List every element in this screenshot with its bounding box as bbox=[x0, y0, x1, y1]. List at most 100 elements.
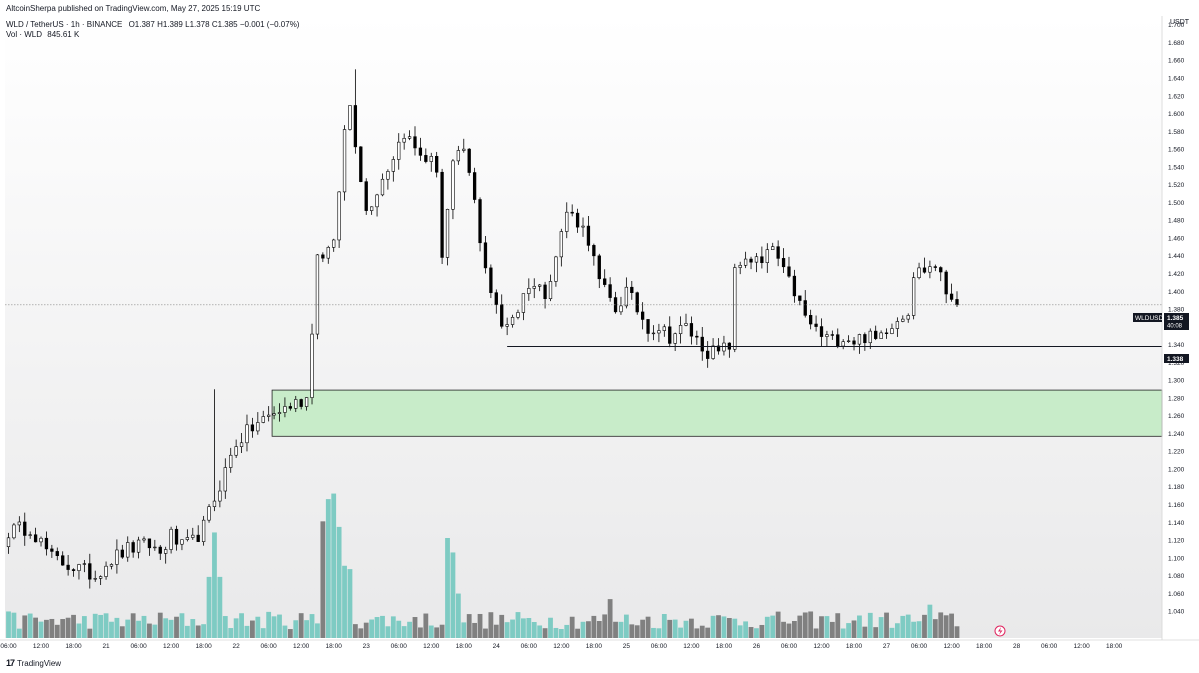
symbol-tag-bg bbox=[1133, 313, 1162, 322]
volume-bar bbox=[786, 623, 792, 638]
candle-body bbox=[890, 328, 894, 334]
candle-body bbox=[44, 537, 49, 550]
time-tick-label: 12:00 bbox=[423, 643, 440, 650]
volume-legend: Vol · WLD 845.61 K bbox=[6, 30, 79, 39]
volume-bar bbox=[309, 614, 315, 638]
volume-bar bbox=[586, 621, 591, 638]
candle-body bbox=[884, 332, 889, 334]
time-tick-label: 12:00 bbox=[1074, 643, 1091, 650]
volume-bar bbox=[27, 613, 33, 638]
volume-bar bbox=[716, 615, 721, 638]
volume-bar bbox=[683, 620, 689, 638]
price-tick-label: 1.300 bbox=[1168, 378, 1185, 385]
candle-body bbox=[180, 539, 184, 545]
volume-bar bbox=[645, 616, 651, 638]
price-tick-label: 1.160 bbox=[1168, 502, 1185, 509]
volume-bar bbox=[808, 611, 814, 638]
volume-bar bbox=[737, 625, 743, 638]
candle-body bbox=[673, 333, 677, 344]
candle-body bbox=[586, 225, 591, 246]
candle-body bbox=[207, 506, 211, 521]
price-tick-label: 1.680 bbox=[1168, 40, 1185, 47]
volume-bar bbox=[732, 618, 738, 638]
price-tick-label: 1.540 bbox=[1168, 164, 1185, 171]
volume-bar bbox=[499, 614, 505, 638]
time-tick-label: 12:00 bbox=[683, 643, 700, 650]
candle-body bbox=[809, 315, 813, 325]
candle-body bbox=[554, 256, 558, 282]
time-tick-label: 06:00 bbox=[911, 643, 928, 650]
time-tick-label: 18:00 bbox=[846, 643, 863, 650]
candle-body bbox=[33, 534, 38, 543]
volume-bar bbox=[163, 618, 169, 638]
time-tick-label: 18:00 bbox=[586, 643, 603, 650]
volume-bar bbox=[461, 622, 467, 638]
price-tick-label: 1.580 bbox=[1168, 129, 1185, 136]
volume-bar bbox=[884, 612, 889, 638]
support-level-tag-bg bbox=[1164, 354, 1189, 363]
candle-body bbox=[299, 399, 303, 407]
volume-bar bbox=[835, 613, 841, 638]
price-tick-label: 1.240 bbox=[1168, 431, 1185, 438]
volume-bar bbox=[428, 625, 434, 638]
volume-bar bbox=[434, 627, 440, 638]
candle-body bbox=[781, 258, 786, 268]
high-value: 1.389 bbox=[162, 20, 183, 29]
volume-bar bbox=[797, 615, 803, 638]
volume-bar bbox=[743, 621, 749, 638]
candle-body bbox=[212, 500, 217, 507]
candle-body bbox=[478, 199, 482, 244]
candle-body bbox=[115, 549, 119, 565]
time-tick-label: 28 bbox=[1013, 643, 1021, 650]
volume-bar bbox=[271, 616, 277, 638]
symbol-title: WLD / TetherUS · 1h · BINANCE bbox=[6, 20, 123, 29]
price-tick-label: 1.180 bbox=[1168, 484, 1185, 491]
candle-body bbox=[402, 137, 406, 143]
candle-body bbox=[597, 255, 601, 280]
volume-bar bbox=[569, 616, 575, 638]
price-tick-label: 1.440 bbox=[1168, 253, 1185, 260]
volume-bar bbox=[369, 619, 375, 638]
volume-bar bbox=[347, 569, 353, 638]
candle-body bbox=[933, 266, 937, 268]
candle-body bbox=[120, 549, 124, 558]
volume-bar bbox=[705, 627, 711, 638]
volume-bar bbox=[678, 627, 683, 638]
volume-bar bbox=[466, 614, 472, 638]
time-tick-label: 23 bbox=[363, 643, 371, 650]
candle-body bbox=[185, 537, 190, 540]
price-tick-label: 1.400 bbox=[1168, 289, 1185, 296]
low-label: L bbox=[185, 20, 190, 29]
volume-bar bbox=[390, 616, 396, 638]
volume-bar bbox=[634, 625, 640, 638]
volume-bar bbox=[374, 617, 380, 638]
candle-body bbox=[863, 334, 867, 344]
time-tick-label: 06:00 bbox=[130, 643, 147, 650]
volume-bar bbox=[721, 616, 727, 638]
volume-bar bbox=[450, 552, 456, 638]
candle-body bbox=[234, 446, 238, 456]
candle-body bbox=[874, 330, 878, 339]
time-tick-label: 18:00 bbox=[976, 643, 993, 650]
volume-bar bbox=[358, 628, 364, 638]
volume-bar bbox=[130, 613, 136, 638]
candle-body bbox=[765, 249, 769, 263]
volume-bar bbox=[504, 622, 510, 638]
tradingview-logo[interactable]: 17 TradingView bbox=[6, 658, 61, 668]
volume-bar bbox=[412, 617, 418, 638]
demand-zone[interactable] bbox=[271, 389, 1163, 437]
candle-body bbox=[754, 256, 759, 263]
candle-body bbox=[803, 300, 807, 316]
candle-body bbox=[386, 171, 390, 180]
candle-body bbox=[50, 548, 54, 552]
volume-bar bbox=[916, 621, 922, 638]
price-tick-label: 1.040 bbox=[1168, 609, 1185, 616]
candle-body bbox=[98, 576, 103, 579]
volume-bar bbox=[862, 626, 868, 638]
volume-bar bbox=[840, 628, 846, 638]
candle-body bbox=[738, 264, 742, 268]
volume-bar bbox=[325, 499, 331, 638]
volume-bar bbox=[894, 623, 900, 638]
volume-bar bbox=[331, 493, 337, 638]
candle-body bbox=[250, 424, 255, 432]
